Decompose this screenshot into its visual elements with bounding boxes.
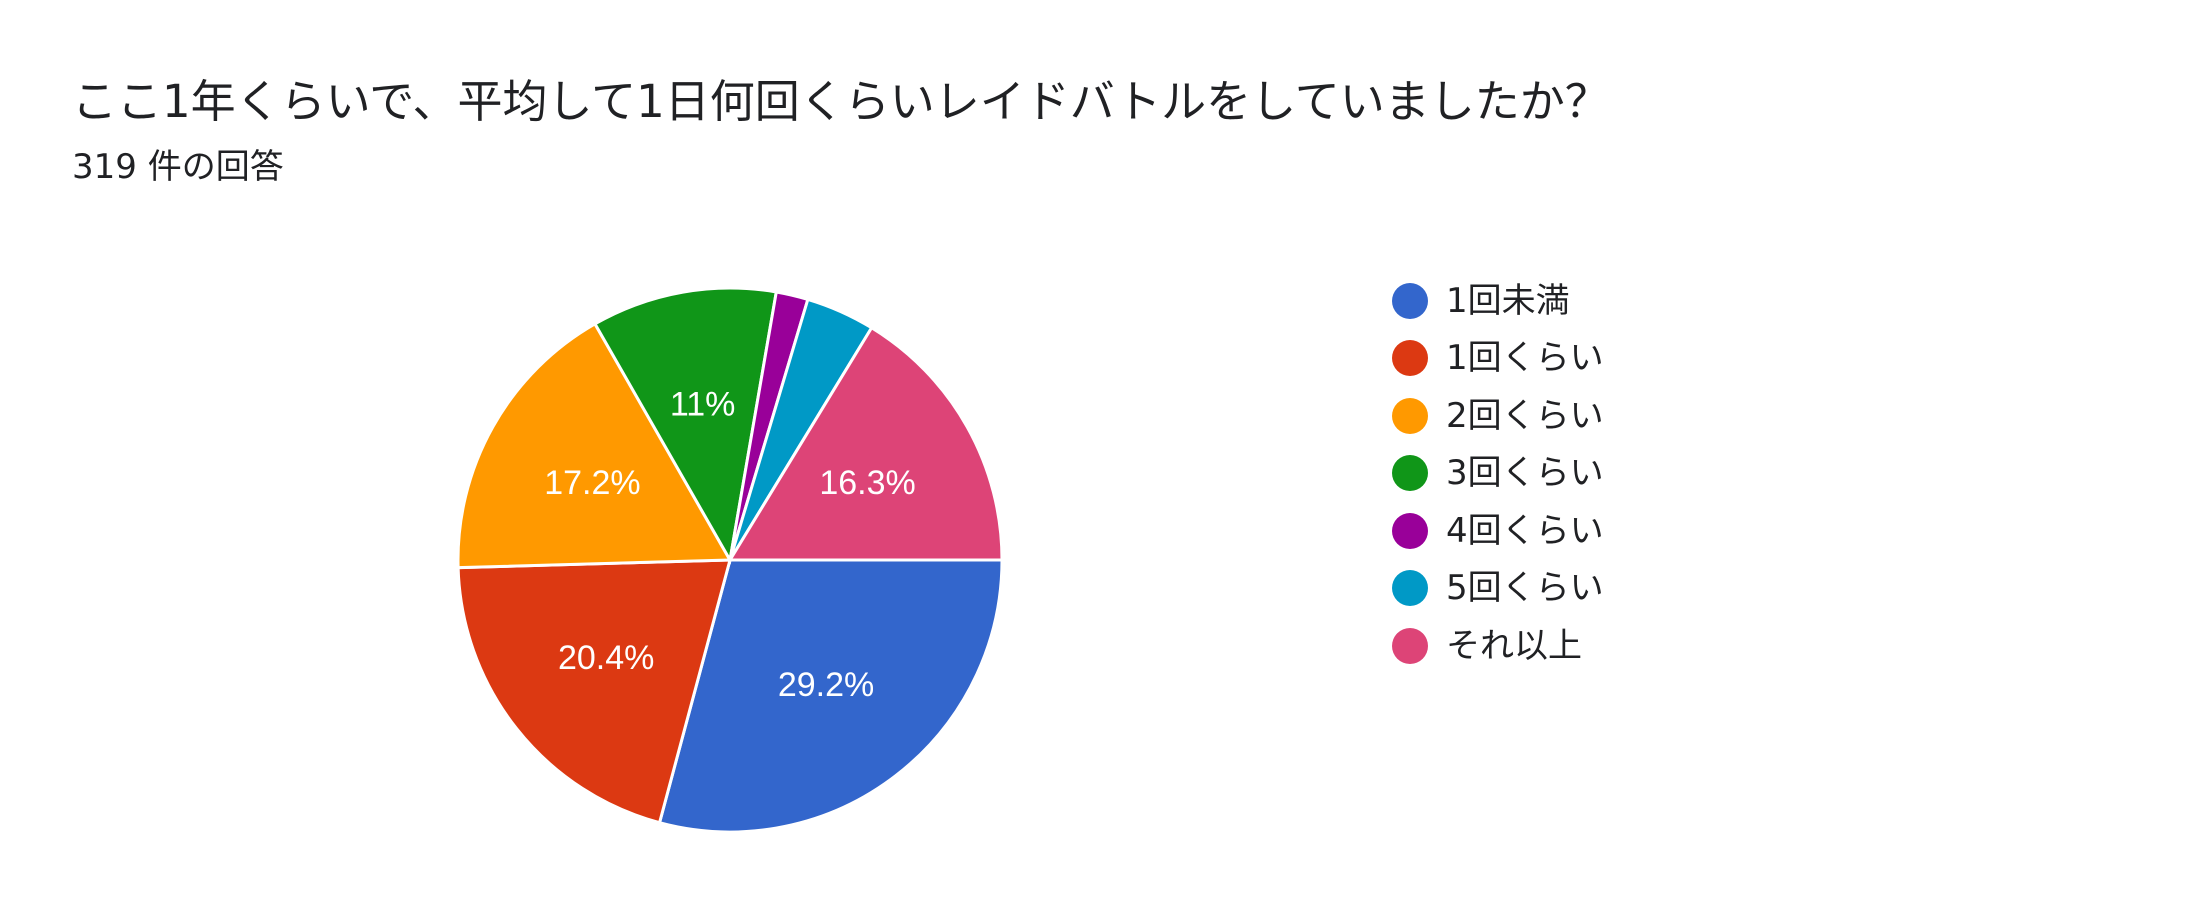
legend-swatch-icon [1392,455,1428,492]
pie-slice-3[interactable] [456,321,733,570]
legend-label: 3回くらい [1446,453,1604,494]
legend-label: 1回くらい [1446,338,1604,379]
legend-item-2[interactable]: 1回くらい [1392,330,1892,388]
pie-slices [456,286,1004,834]
legend-label: 4回くらい [1446,510,1604,551]
legend-swatch-icon [1392,397,1428,434]
legend-swatch-icon [1392,340,1428,377]
pie-slice-label-4: 11% [670,386,736,424]
pie-slice-label-3: 17.2% [544,464,640,502]
chart-legend: 1回未満 1回くらい 2回くらい 3回くらい 4回くらい 5回くらいそれ以上 [1392,272,1892,675]
legend-swatch-icon [1392,512,1428,549]
pie-slice-4[interactable] [592,286,779,565]
legend-item-4[interactable]: 3回くらい [1392,445,1892,503]
legend-label: 1回未満 [1446,280,1570,321]
pie-slice-label-1: 29.2% [778,666,874,704]
response-count: 319 件の回答 [72,147,284,187]
legend-swatch-icon [1392,282,1428,319]
pie-slice-1[interactable] [657,558,1004,834]
legend-swatch-icon [1392,570,1428,607]
legend-item-6[interactable]: 5回くらい [1392,560,1892,618]
pie-slice-label-7: 16.3% [819,464,915,502]
legend-label: 2回くらい [1446,395,1604,436]
pie-labels: 29.2% 20.4% 17.2% 11% 16.3% [544,386,916,705]
pie-chart: 29.2% 20.4% 17.2% 11% 16.3% [456,286,1004,834]
question-title: ここ1年くらいで、平均して1日何回くらいレイドバトルをしていましたか？ [72,75,1610,128]
legend-item-1[interactable]: 1回未満 [1392,272,1892,330]
legend-item-5[interactable]: 4回くらい [1392,502,1892,560]
legend-label: それ以上 [1446,625,1582,666]
legend-swatch-icon [1392,627,1428,664]
legend-label: 5回くらい [1446,568,1604,609]
pie-slice-label-2: 20.4% [558,639,654,677]
legend-item-3[interactable]: 2回くらい [1392,387,1892,445]
legend-item-7[interactable]: それ以上 [1392,617,1892,675]
pie-slice-2[interactable] [456,558,732,825]
pie-slice-7[interactable] [727,325,1004,562]
